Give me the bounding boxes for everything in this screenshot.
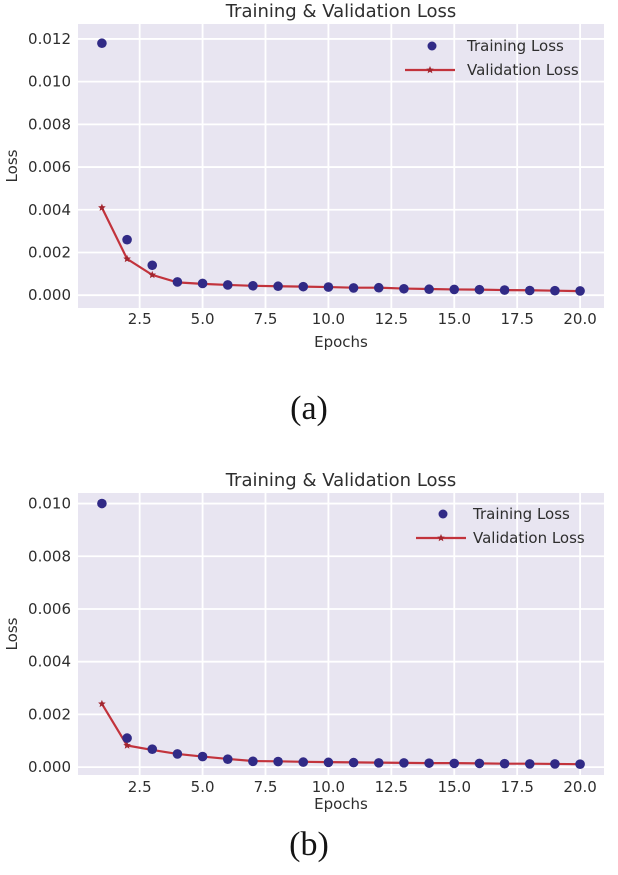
y-tick-label: 0.000	[28, 286, 71, 304]
training-loss-point	[373, 282, 384, 293]
chart-title: Training & Validation Loss	[225, 470, 457, 491]
training-loss-point	[524, 285, 535, 296]
training-loss-point	[424, 758, 434, 768]
panel-a: 2.5 5.0 7.5 10.0 12.5 15.0 17.5 20.0 0.000 0.002 0…	[3, 1, 604, 427]
x-tick-label: 17.5	[500, 778, 533, 796]
panel-b: 2.5 5.0 7.5 10.0 12.5 15.0 17.5 20.0 0.000 0.002 0…	[0, 460, 618, 875]
y-axis-label: Loss	[3, 149, 21, 182]
legend-training-label: Training Loss	[472, 505, 570, 523]
training-loss-point	[499, 285, 510, 295]
x-tick-label: 20.0	[563, 310, 596, 328]
training-loss-point	[348, 283, 359, 293]
training-loss-point	[323, 757, 334, 768]
x-tick-label: 5.0	[191, 778, 215, 796]
legend-training-marker-icon	[438, 509, 448, 519]
x-tick-label: 7.5	[254, 778, 278, 796]
x-tick-label: 12.5	[375, 310, 408, 328]
y-tick-label: 0.004	[28, 201, 71, 219]
training-loss-point	[298, 281, 309, 292]
training-loss-point	[197, 278, 208, 289]
validation-loss-marker	[148, 270, 157, 279]
legend-validation-marker-icon	[437, 534, 445, 542]
training-loss-point	[474, 284, 485, 295]
y-tick-label: 0.010	[28, 73, 71, 91]
x-axis-label: Epochs	[314, 795, 368, 813]
training-loss-point	[197, 751, 208, 762]
x-tick-label: 20.0	[563, 778, 596, 796]
y-tick-label: 0.008	[28, 547, 71, 565]
training-loss-point	[222, 280, 233, 290]
legend-training-label: Training Loss	[466, 37, 564, 55]
legend-validation-label: Validation Loss	[467, 61, 579, 79]
validation-loss-marker	[123, 254, 131, 263]
training-loss-point	[298, 757, 309, 767]
y-tick-label: 0.002	[28, 705, 71, 723]
y-tick-label: 0.012	[28, 30, 71, 48]
training-loss-point	[222, 754, 233, 764]
legend-validation-marker-icon	[426, 66, 434, 74]
training-loss-point	[550, 285, 560, 296]
y-tick-label: 0.006	[28, 158, 71, 176]
training-loss-point	[122, 234, 132, 245]
y-tick-label: 0.000	[28, 758, 71, 776]
training-loss-point	[348, 757, 359, 768]
x-axis-label: Epochs	[314, 333, 368, 351]
training-loss-point	[449, 284, 460, 295]
legend-validation-label: Validation Loss	[473, 529, 585, 547]
training-loss-point	[172, 277, 183, 287]
y-tick-label: 0.006	[28, 600, 71, 618]
x-tick-label: 5.0	[191, 310, 215, 328]
training-loss-point	[122, 733, 132, 743]
training-loss-point	[147, 744, 158, 754]
loss-chart-b: 2.5 5.0 7.5 10.0 12.5 15.0 17.5 20.0 0.000 0.002 0…	[3, 470, 604, 813]
validation-loss-marker	[98, 203, 106, 211]
training-loss-point	[449, 758, 460, 769]
legend-training-marker-icon	[427, 41, 437, 51]
x-tick-label: 15.0	[438, 778, 471, 796]
training-loss-point	[575, 286, 585, 296]
panel-a-caption: (a)	[290, 390, 328, 427]
validation-loss-marker	[123, 741, 131, 749]
training-loss-point	[172, 749, 183, 759]
training-loss-point	[273, 281, 283, 292]
training-loss-point	[273, 756, 283, 767]
training-loss-point	[248, 280, 258, 291]
training-loss-point	[575, 759, 585, 769]
y-tick-label: 0.002	[28, 244, 71, 262]
y-tick-label: 0.010	[28, 495, 71, 513]
training-loss-point	[524, 759, 535, 769]
y-axis-label: Loss	[3, 617, 21, 650]
chart-title: Training & Validation Loss	[225, 1, 457, 22]
x-tick-label: 10.0	[312, 310, 345, 328]
y-tick-label: 0.008	[28, 115, 71, 133]
training-loss-point	[97, 498, 107, 509]
training-loss-point	[424, 284, 434, 295]
x-tick-label: 15.0	[438, 310, 471, 328]
training-loss-point	[474, 758, 485, 769]
loss-chart-a: 2.5 5.0 7.5 10.0 12.5 15.0 17.5 20.0 0.000 0.002 0…	[3, 1, 604, 351]
validation-loss-marker	[98, 699, 106, 708]
training-loss-point	[399, 758, 409, 768]
x-tick-label: 17.5	[500, 310, 533, 328]
x-tick-label: 10.0	[312, 778, 345, 796]
training-loss-point	[550, 759, 560, 769]
x-tick-label: 2.5	[128, 778, 152, 796]
x-tick-label: 2.5	[128, 310, 152, 328]
training-loss-point	[323, 282, 334, 292]
training-loss-point	[399, 283, 409, 294]
training-loss-point	[373, 758, 384, 768]
y-tick-label: 0.004	[28, 653, 71, 671]
panel-b-caption: (b)	[289, 825, 329, 863]
training-loss-point	[248, 756, 258, 767]
training-loss-point	[97, 38, 107, 49]
x-tick-label: 7.5	[254, 310, 278, 328]
training-loss-point	[499, 758, 510, 769]
training-loss-point	[147, 260, 158, 271]
x-tick-label: 12.5	[375, 778, 408, 796]
